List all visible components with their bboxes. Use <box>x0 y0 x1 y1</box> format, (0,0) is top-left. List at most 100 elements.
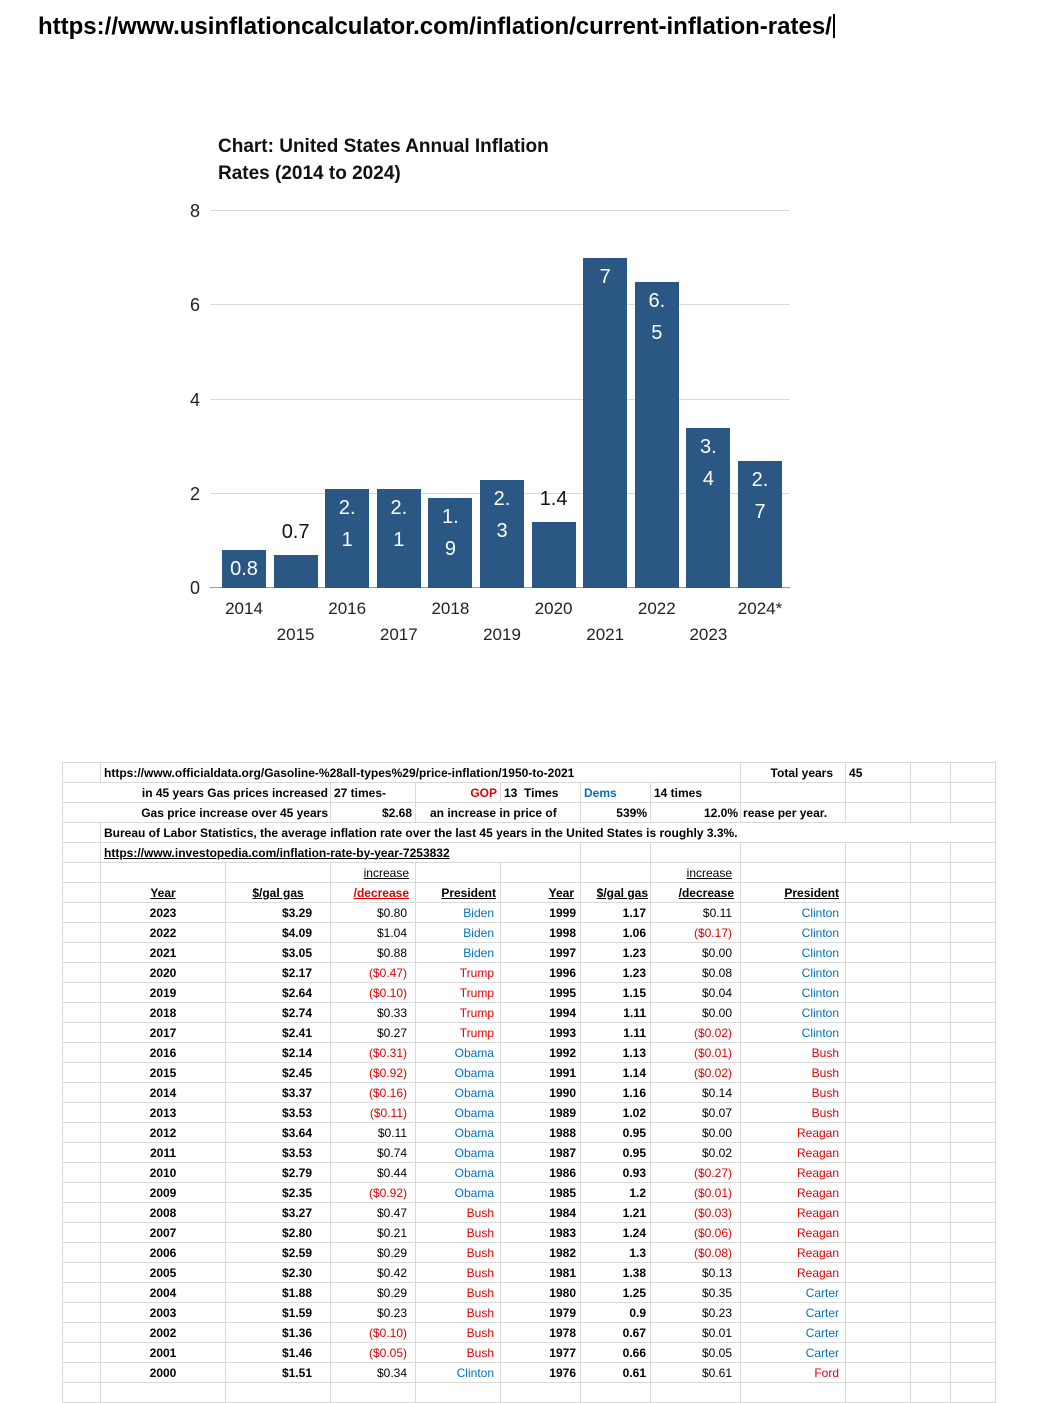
gas-increase-times: 27 times- <box>330 782 416 803</box>
x-tick-label: 2016 <box>328 599 367 618</box>
empty-cell <box>950 1082 997 1103</box>
x-tick-label: 2017 <box>379 625 418 644</box>
table-row: 2009 $2.35 ($0.92) Obama 1985 1.2 ($0.01) Reaga… <box>62 1182 997 1203</box>
year-cell: 2015 <box>100 1062 226 1083</box>
empty-cell <box>845 1302 912 1323</box>
gas-price-cell: 1.38 <box>580 1262 651 1283</box>
empty-cell <box>950 862 997 883</box>
empty-cell <box>845 862 912 883</box>
year-cell: 2016 <box>100 1042 226 1063</box>
year-cell: 2003 <box>100 1302 226 1323</box>
officialdata-link[interactable]: https://www.officialdata.org/Gasoline-%2… <box>99 762 742 783</box>
empty-cell <box>62 1022 101 1043</box>
gas-price-cell: $3.29 <box>225 902 331 923</box>
president-cell: Obama <box>415 1142 501 1163</box>
x-tick-label: 2020 <box>534 599 573 618</box>
chart-bar-2022: 6. 5 <box>634 281 679 588</box>
sheet-row-6: increase increase <box>62 862 997 883</box>
empty-cell <box>910 762 952 783</box>
spreadsheet: https://www.officialdata.org/Gasoline-%2… <box>62 762 997 1403</box>
gas-price-cell: 1.17 <box>580 902 651 923</box>
president-cell: Obama <box>415 1042 501 1063</box>
sheet-row-1: https://www.officialdata.org/Gasoline-%2… <box>62 762 997 783</box>
empty-cell <box>62 842 101 863</box>
change-cell: $0.34 <box>330 1362 416 1383</box>
gas-price-cell: $2.59 <box>225 1242 331 1263</box>
gas-price-cell: 0.9 <box>580 1302 651 1323</box>
chart-bar-2017: 2. 1 <box>376 489 421 588</box>
change-cell: ($0.01) <box>649 1182 742 1203</box>
president-cell: Clinton <box>740 922 847 943</box>
president-cell: Clinton <box>740 902 847 923</box>
year-cell: 1977 <box>500 1342 581 1363</box>
president-cell: Reagan <box>740 1242 847 1263</box>
change-cell: $0.29 <box>330 1282 416 1303</box>
president-header: President <box>415 882 501 903</box>
gas-price-table: https://www.officialdata.org/Gasoline-%2… <box>62 762 997 1403</box>
year-cell: 1995 <box>500 982 581 1003</box>
president-cell: Ford <box>740 1362 847 1383</box>
empty-cell <box>845 1042 912 1063</box>
chart-bar-2019: 2. 3 <box>480 479 524 588</box>
empty-cell <box>950 762 997 783</box>
year-cell: 2009 <box>100 1182 226 1203</box>
bls-note: Bureau of Labor Statistics, the average … <box>99 822 997 843</box>
empty-cell <box>910 1262 952 1283</box>
change-cell: ($0.10) <box>330 1322 416 1343</box>
president-cell: Bush <box>740 1062 847 1083</box>
empty-cell <box>62 762 101 783</box>
change-cell: ($0.10) <box>330 982 416 1003</box>
empty-cell <box>910 1022 952 1043</box>
investopedia-link[interactable]: https://www.investopedia.com/inflation-r… <box>100 842 581 863</box>
empty-cell <box>62 1082 101 1103</box>
empty-cell <box>845 782 912 803</box>
gas-price-cell: 0.67 <box>580 1322 651 1343</box>
bar-value-label: 2. 1 <box>390 497 408 552</box>
gas-price-cell: $2.30 <box>225 1262 331 1283</box>
year-header: Year <box>500 882 581 903</box>
x-tick-label: 2022 <box>637 599 676 618</box>
year-cell: 2000 <box>100 1362 226 1383</box>
gas-header: $/gal gas <box>580 882 651 903</box>
empty-cell <box>845 1022 912 1043</box>
empty-cell <box>225 1382 331 1403</box>
empty-cell <box>950 1322 997 1343</box>
increase-note: an increase in price of <box>415 802 581 823</box>
empty-cell <box>62 1102 101 1123</box>
empty-cell <box>330 1382 416 1403</box>
chart-bar-2016: 2. 1 <box>325 489 370 588</box>
empty-cell <box>845 1322 912 1343</box>
empty-cell <box>845 1182 912 1203</box>
change-cell: $0.42 <box>330 1262 416 1283</box>
empty-cell <box>845 1242 912 1263</box>
table-row: 2018 $2.74 $0.33 Trump 1994 1.11 $0.00 Clinton <box>62 1002 997 1023</box>
change-cell: $0.00 <box>649 1002 742 1023</box>
empty-cell <box>950 1202 997 1223</box>
empty-cell <box>415 1382 501 1403</box>
gas-price-cell: $3.64 <box>225 1122 331 1143</box>
empty-cell <box>910 1182 952 1203</box>
table-row: 2005 $2.30 $0.42 Bush 1981 1.38 $0.13 Reagan <box>62 1262 997 1283</box>
bar-value-label: 1. 9 <box>442 506 459 561</box>
empty-cell <box>910 782 952 803</box>
president-cell: Trump <box>415 962 501 983</box>
increase-percent: 539% <box>580 802 651 823</box>
address-bar[interactable]: https://www.usinflationcalculator.com/in… <box>38 13 835 41</box>
year-cell: 2022 <box>100 922 226 943</box>
empty-cell <box>910 1322 952 1343</box>
empty-cell <box>62 1342 101 1363</box>
change-cell: $0.44 <box>330 1162 416 1183</box>
year-cell: 1985 <box>500 1182 581 1203</box>
change-cell: ($0.05) <box>330 1342 416 1363</box>
empty-cell <box>740 842 847 863</box>
gas-price-cell: $2.17 <box>225 962 331 983</box>
empty-cell <box>62 902 101 923</box>
empty-cell <box>62 1142 101 1163</box>
increase-header: increase <box>649 862 742 883</box>
president-cell: Trump <box>415 982 501 1003</box>
gas-increase-label: in 45 years Gas prices increased <box>62 782 331 803</box>
change-cell: $0.80 <box>330 902 416 923</box>
bar-value-label: 2. 1 <box>338 497 356 552</box>
president-cell: Obama <box>415 1102 501 1123</box>
president-cell: Biden <box>415 922 501 943</box>
